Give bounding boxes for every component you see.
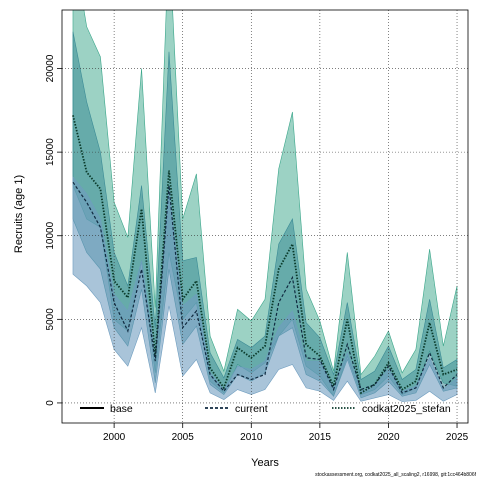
plot-frame <box>61 9 469 424</box>
legend: base current codkat2025_stefan <box>80 403 451 415</box>
legend-label: current <box>235 403 268 415</box>
y-tick-label: 15000 <box>45 138 56 166</box>
series-line-current <box>72 115 458 395</box>
x-axis: 2000 2005 2010 2015 2020 2025 <box>103 423 469 443</box>
y-tick-label: 20000 <box>45 54 56 82</box>
legend-label: base <box>110 403 133 415</box>
legend-label: codkat2025_stefan <box>362 403 451 415</box>
x-tick-label: 2005 <box>172 432 195 443</box>
x-tick-label: 2020 <box>377 432 400 443</box>
y-axis: 0 5000 10000 15000 20000 <box>45 54 62 406</box>
y-tick-label: 0 <box>45 400 56 406</box>
x-tick-label: 2000 <box>103 432 126 443</box>
y-axis-title: Recruits (age 1) <box>13 175 25 253</box>
x-tick-label: 2015 <box>309 432 332 443</box>
footnote: stockassessment.org, codkat2025_all_scal… <box>315 472 476 478</box>
y-tick-label: 10000 <box>45 221 56 249</box>
x-tick-label: 2010 <box>240 432 263 443</box>
x-tick-label: 2025 <box>446 432 469 443</box>
y-tick-label: 5000 <box>45 308 56 331</box>
series-lines <box>72 115 458 395</box>
series-line-base <box>72 181 458 394</box>
x-axis-title: Years <box>251 457 279 469</box>
confidence-bands <box>72 10 458 402</box>
